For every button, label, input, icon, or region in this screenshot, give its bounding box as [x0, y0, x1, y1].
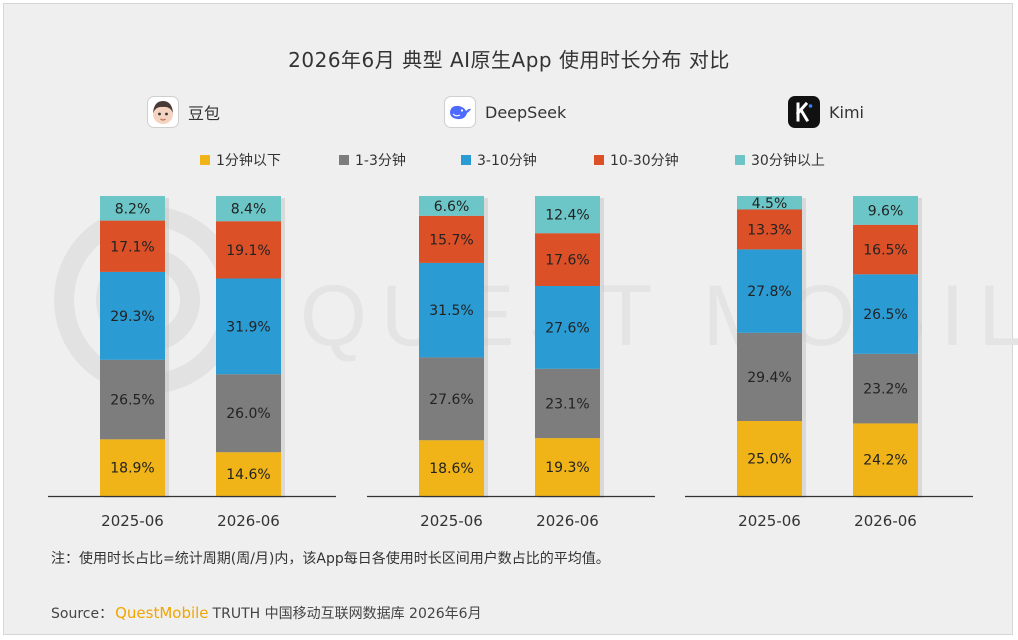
bar-segment	[737, 421, 802, 496]
data-label: 9.6%	[868, 203, 904, 219]
legend-item: 30分钟以上	[735, 150, 825, 170]
data-label: 16.5%	[863, 243, 907, 259]
data-label: 14.6%	[226, 467, 270, 483]
bar-segment	[853, 196, 918, 225]
legend-label: 3-10分钟	[477, 153, 537, 169]
x-tick-label: 2026-06	[217, 512, 280, 530]
doubao-avatar-icon	[147, 96, 179, 128]
data-label: 31.9%	[226, 319, 270, 335]
source-text: TRUTH 中国移动互联网数据库 2026年6月	[212, 606, 482, 622]
bar-segment	[419, 215, 484, 263]
data-label: 23.2%	[863, 382, 907, 398]
bar-segment	[535, 368, 600, 439]
page-title: 2026年6月 典型 AI原生App 使用时长分布 对比	[288, 48, 730, 72]
legend-swatch	[594, 155, 604, 165]
data-label: 12.4%	[545, 208, 589, 224]
bar-segment	[535, 438, 600, 496]
bar-segment	[535, 196, 600, 234]
legend-swatch	[200, 155, 210, 165]
source-prefix: Source：	[51, 606, 114, 622]
bar-segment	[216, 278, 281, 375]
legend-swatch	[735, 155, 745, 165]
bar-segment	[853, 353, 918, 424]
data-label: 26.5%	[863, 307, 907, 323]
app-header-kimi: Kimi	[788, 95, 864, 129]
x-tick-label: 2025-06	[738, 512, 801, 530]
data-label: 19.3%	[545, 460, 589, 476]
bar-segment	[419, 440, 484, 496]
data-label: 31.5%	[429, 303, 473, 319]
app-header-deepseek: DeepSeek	[444, 95, 566, 129]
kimi-k-icon	[788, 96, 820, 128]
data-label: 6.6%	[434, 199, 470, 215]
data-label: 8.4%	[231, 202, 267, 218]
data-label: 17.1%	[110, 239, 154, 255]
data-label: 27.6%	[429, 392, 473, 408]
bar-segment	[535, 286, 600, 369]
bar-segment	[853, 423, 918, 496]
bar-segment	[100, 196, 165, 221]
bar-segment	[100, 271, 165, 360]
bar-segment	[216, 374, 281, 453]
source-brand: QuestMobile	[115, 604, 209, 622]
data-label: 15.7%	[429, 232, 473, 248]
bar-segment	[100, 439, 165, 496]
data-label: 27.6%	[545, 320, 589, 336]
data-label: 24.2%	[863, 453, 907, 469]
deepseek-whale-icon	[444, 96, 476, 128]
legend: 1分钟以下 1-3分钟 3-10分钟 10-30分钟 30分钟以上	[0, 150, 1018, 170]
data-label: 18.6%	[429, 461, 473, 477]
x-tick-label: 2026-06	[536, 512, 599, 530]
bar-segment	[100, 359, 165, 440]
legend-label: 1-3分钟	[355, 153, 406, 169]
legend-item: 1-3分钟	[339, 150, 406, 170]
legend-swatch	[461, 155, 471, 165]
bar-segment	[419, 262, 484, 358]
source-line: Source： QuestMobile TRUTH 中国移动互联网数据库 202…	[51, 603, 482, 623]
bar-segment	[216, 196, 281, 222]
legend-label: 1分钟以下	[216, 153, 281, 169]
legend-label: 10-30分钟	[610, 153, 679, 169]
app-name: Kimi	[829, 102, 864, 122]
data-label: 17.6%	[545, 253, 589, 269]
data-label: 29.4%	[747, 370, 791, 386]
data-label: 4.5%	[752, 196, 788, 212]
bar-segment	[737, 249, 802, 333]
data-label: 8.2%	[115, 201, 151, 217]
footnote: 注：使用时长占比=统计周期(周/月)内，该App每日各使用时长区间用户数占比的平…	[51, 551, 610, 567]
legend-item: 10-30分钟	[594, 150, 679, 170]
bar-segment	[100, 220, 165, 272]
app-header-doubao: 豆包	[147, 95, 220, 129]
data-label: 26.5%	[110, 393, 154, 409]
bar-segment	[216, 221, 281, 279]
bar-segment	[737, 209, 802, 250]
bar-segment	[419, 196, 484, 216]
legend-swatch	[339, 155, 349, 165]
data-label: 19.1%	[226, 243, 270, 259]
x-tick-label: 2026-06	[854, 512, 917, 530]
data-label: 25.0%	[747, 452, 791, 468]
app-name: DeepSeek	[485, 102, 567, 122]
x-tick-label: 2025-06	[101, 512, 164, 530]
legend-label: 30分钟以上	[751, 153, 825, 169]
data-label: 23.1%	[545, 396, 589, 412]
bar-segment	[737, 196, 802, 210]
data-label: 29.3%	[110, 309, 154, 325]
legend-item: 1分钟以下	[200, 150, 281, 170]
x-tick-label: 2025-06	[420, 512, 483, 530]
bar-segment	[535, 233, 600, 286]
bar-segment	[419, 357, 484, 441]
bar-segment	[853, 224, 918, 275]
legend-item: 3-10分钟	[461, 150, 537, 170]
data-label: 26.0%	[226, 406, 270, 422]
app-name: 豆包	[188, 104, 221, 123]
data-label: 13.3%	[747, 222, 791, 238]
data-label: 18.9%	[110, 461, 154, 477]
bar-segment	[216, 452, 281, 496]
bar-segment	[853, 274, 918, 354]
bar-segment	[737, 332, 802, 421]
data-label: 27.8%	[747, 284, 791, 300]
